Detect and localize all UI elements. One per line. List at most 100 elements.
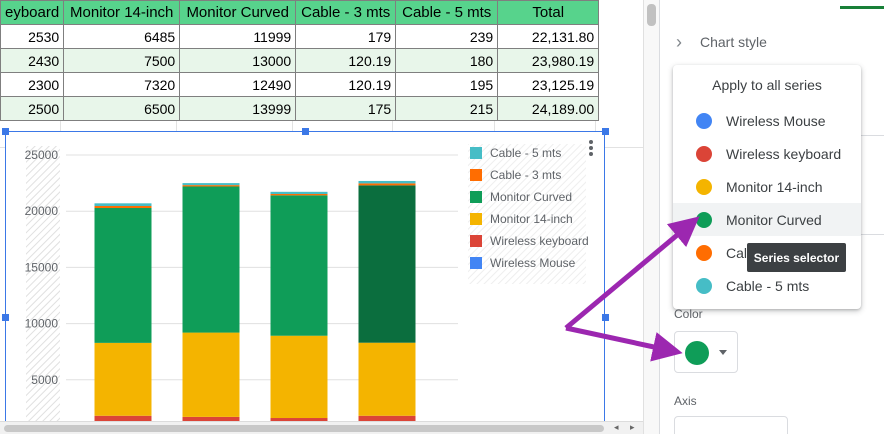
series-dropdown-menu: Apply to all series Wireless Mouse Wirel… [673,65,861,309]
table-cell[interactable]: 23,125.19 [497,72,600,97]
table-cell[interactable]: 2500 [0,96,65,121]
table-cell[interactable]: 2300 [0,72,65,97]
y-tick-label: 10000 [25,317,59,331]
embedded-chart[interactable]: 25000 20000 15000 10000 5000 Cable - 5 mts Cab… [5,131,605,434]
table-cell[interactable]: 239 [395,24,499,49]
color-picker-button[interactable] [674,331,738,373]
table-cell[interactable]: 180 [395,48,499,73]
table-cell[interactable]: 22,131.80 [497,24,600,49]
scrollbar-thumb[interactable] [647,4,656,26]
legend-swatch [470,257,482,269]
menu-item-series[interactable]: Monitor Curved [673,203,861,236]
resize-handle[interactable] [602,314,609,321]
series-dot-icon [696,244,712,261]
legend-label: Wireless Mouse [490,256,576,270]
bar-segment [182,185,240,187]
menu-item-label: Monitor Curved [726,211,822,228]
series-dot-icon [696,211,712,228]
bar-segment [270,191,328,195]
table-cell[interactable]: 11999 [179,24,297,49]
legend-label: Cable - 5 mts [490,146,561,160]
caret-down-icon [719,350,727,355]
legend-label: Cable - 3 mts [490,168,561,182]
table-cell[interactable]: 215 [395,96,499,121]
resize-handle[interactable] [302,128,309,135]
legend-swatch [470,235,482,247]
table-cell[interactable]: 195 [395,72,499,97]
vertical-scrollbar[interactable] [643,0,659,434]
bar-segment [94,208,152,343]
series-selector-tooltip: Series selector [747,243,846,272]
chart-style-label: Chart style [700,34,767,50]
table-cell[interactable]: 179 [295,24,397,49]
menu-item-series[interactable]: Cable - 5 mts [673,269,861,302]
table-cell[interactable]: 24,189.00 [497,96,600,121]
table-cell[interactable]: 7500 [63,48,181,73]
table-cell[interactable]: 6500 [63,96,181,121]
menu-item-series[interactable]: Cal [673,236,861,269]
chart-style-section[interactable]: › Chart style [676,30,767,54]
legend-swatch [470,147,482,159]
axis-select[interactable] [674,416,788,434]
table-cell[interactable]: 13999 [179,96,297,121]
bar-segment [94,342,152,416]
scroll-right-icon[interactable]: ▸ [630,422,635,432]
color-swatch-icon [685,341,709,365]
table-cell[interactable]: 2530 [0,24,65,49]
color-label: Color [674,307,703,321]
table-header-row: eyboard Monitor 14-inch Monitor Curved C… [0,0,600,25]
menu-item-apply-all[interactable]: Apply to all series [712,77,822,93]
bar-segment [94,205,152,209]
series-dot-icon [696,112,712,129]
table-cell[interactable]: 13000 [179,48,297,73]
bar-segment [270,195,328,336]
menu-item-series[interactable]: Wireless keyboard [673,137,861,170]
y-tick-label: 20000 [25,204,59,218]
menu-item-series[interactable]: Monitor 14-inch [673,170,861,203]
table-cell[interactable]: 2430 [0,48,65,73]
y-tick-label: 5000 [31,373,58,387]
resize-handle[interactable] [602,128,609,135]
column-header[interactable]: Total [497,0,600,25]
column-header[interactable]: Cable - 3 mts [295,0,397,25]
resize-handle[interactable] [2,314,9,321]
y-tick-label: 15000 [25,260,59,274]
table-cell[interactable]: 120.19 [295,72,397,97]
column-header[interactable]: Monitor 14-inch [63,0,181,25]
table-row: 2500 6500 13999 175 215 24,189.00 [0,96,600,121]
plot-area-hatch [26,146,60,434]
table-row: 2530 6485 11999 179 239 22,131.80 [0,24,600,49]
column-header[interactable]: Cable - 5 mts [395,0,499,25]
bar-segment [94,203,152,206]
legend-label: Monitor Curved [490,190,572,204]
stacked-column-chart: 25000 20000 15000 10000 5000 Cable - 5 mts Cab… [25,144,589,434]
table-cell[interactable]: 175 [295,96,397,121]
table-cell[interactable]: 12490 [179,72,297,97]
table-cell[interactable]: 23,980.19 [497,48,600,73]
resize-handle[interactable] [2,128,9,135]
column-header[interactable]: Monitor Curved [179,0,297,25]
table-row: 2430 7500 13000 120.19 180 23,980.19 [0,48,600,73]
bar-segment [358,180,416,184]
bar-segment [270,335,328,419]
scrollbar-thumb[interactable] [4,425,604,432]
chevron-right-icon: › [676,31,682,52]
legend-swatch [470,213,482,225]
chart-menu-icon[interactable] [589,140,593,158]
series-dot-icon [696,178,712,195]
horizontal-scrollbar[interactable]: ◂ ▸ [0,421,643,434]
bar-segment [182,183,240,186]
table-cell[interactable]: 6485 [63,24,181,49]
table-row: 2300 7320 12490 120.19 195 23,125.19 [0,72,600,97]
legend-swatch [470,191,482,203]
scroll-left-icon[interactable]: ◂ [614,422,619,432]
bar-segment [358,342,416,416]
menu-item-series[interactable]: Wireless Mouse [673,104,861,137]
menu-item-label: Wireless Mouse [726,112,826,129]
data-table[interactable]: eyboard Monitor 14-inch Monitor Curved C… [0,0,600,121]
table-cell[interactable]: 120.19 [295,48,397,73]
table-cell[interactable]: 7320 [63,72,181,97]
bar-segment [270,194,328,196]
menu-item-label: Wireless keyboard [726,145,842,162]
column-header[interactable]: eyboard [0,0,65,25]
